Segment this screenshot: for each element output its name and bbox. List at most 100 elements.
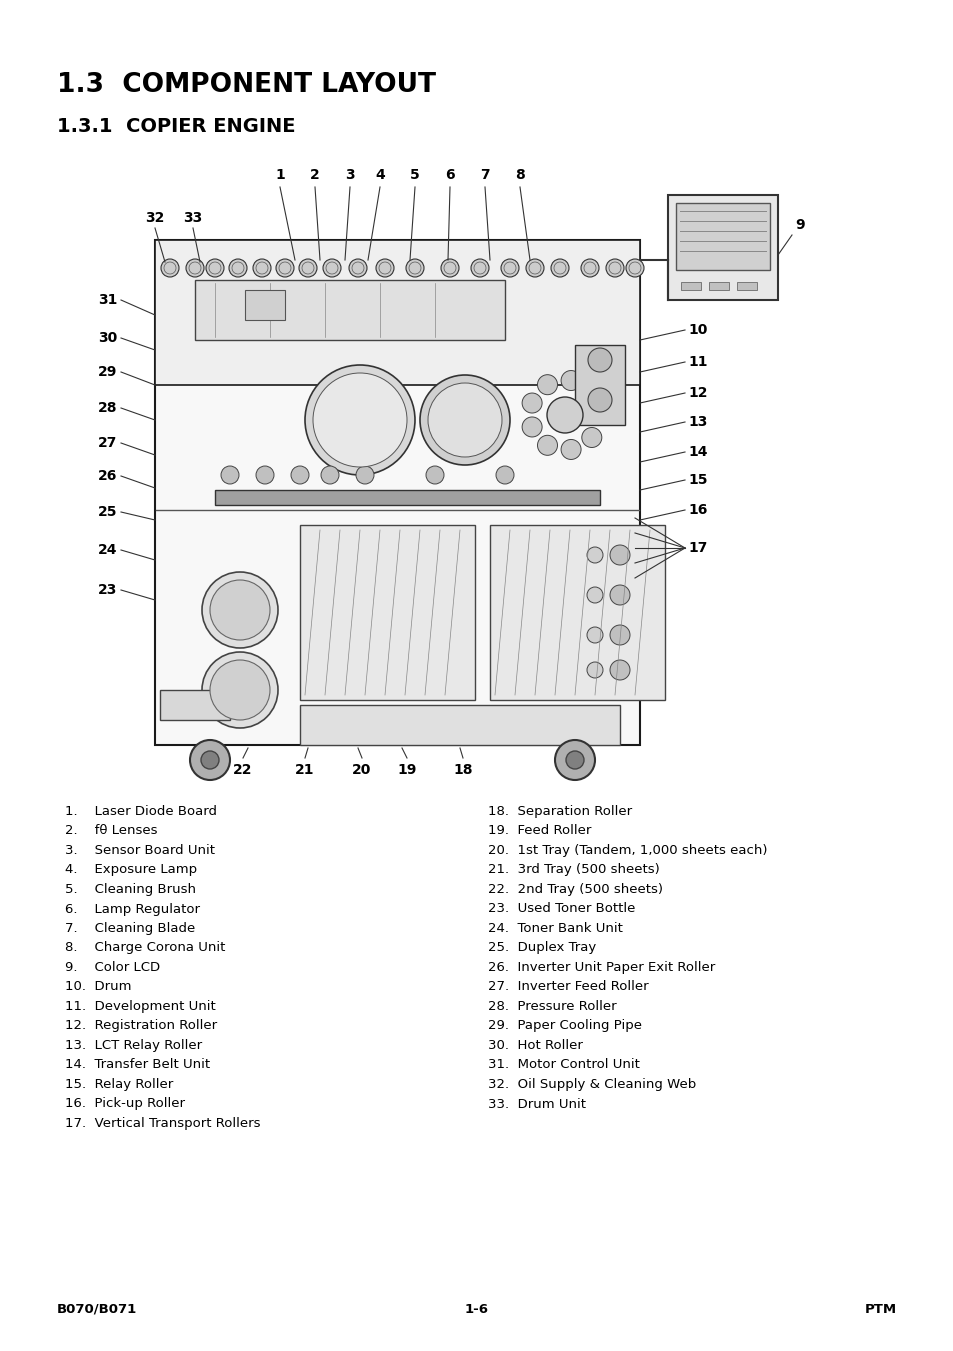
Circle shape bbox=[496, 466, 514, 484]
Circle shape bbox=[605, 259, 623, 277]
Text: 1.3.1  COPIER ENGINE: 1.3.1 COPIER ENGINE bbox=[57, 118, 295, 136]
Text: 5: 5 bbox=[410, 168, 419, 182]
Circle shape bbox=[440, 259, 458, 277]
Text: 4: 4 bbox=[375, 168, 384, 182]
Circle shape bbox=[580, 259, 598, 277]
Circle shape bbox=[586, 662, 602, 678]
Circle shape bbox=[609, 626, 629, 644]
Text: 9.    Color LCD: 9. Color LCD bbox=[65, 961, 160, 974]
Text: 13: 13 bbox=[688, 415, 707, 430]
Bar bbox=[154, 240, 639, 744]
Text: 15.  Relay Roller: 15. Relay Roller bbox=[65, 1078, 173, 1092]
Circle shape bbox=[349, 259, 367, 277]
Text: 17: 17 bbox=[688, 540, 707, 555]
Text: 8.    Charge Corona Unit: 8. Charge Corona Unit bbox=[65, 942, 225, 955]
Circle shape bbox=[500, 259, 518, 277]
Circle shape bbox=[210, 661, 270, 720]
Text: 21: 21 bbox=[294, 763, 314, 777]
Text: 7.    Cleaning Blade: 7. Cleaning Blade bbox=[65, 921, 195, 935]
Circle shape bbox=[323, 259, 340, 277]
Circle shape bbox=[525, 259, 543, 277]
Circle shape bbox=[551, 259, 568, 277]
Circle shape bbox=[560, 370, 580, 390]
Text: B070/B071: B070/B071 bbox=[57, 1302, 137, 1316]
Text: 28: 28 bbox=[98, 401, 117, 415]
Circle shape bbox=[560, 439, 580, 459]
Bar bbox=[676, 203, 769, 270]
Circle shape bbox=[221, 466, 239, 484]
Text: 26: 26 bbox=[98, 469, 117, 484]
Bar bbox=[194, 280, 504, 340]
Bar bbox=[299, 526, 475, 700]
Text: 14: 14 bbox=[687, 444, 707, 459]
Text: PTM: PTM bbox=[864, 1302, 896, 1316]
Text: 31.  Motor Control Unit: 31. Motor Control Unit bbox=[488, 1058, 639, 1071]
Circle shape bbox=[471, 259, 489, 277]
Text: 12: 12 bbox=[687, 386, 707, 400]
Circle shape bbox=[255, 466, 274, 484]
Text: 31: 31 bbox=[98, 293, 117, 307]
Text: 23.  Used Toner Bottle: 23. Used Toner Bottle bbox=[488, 902, 635, 916]
Text: 18: 18 bbox=[453, 763, 473, 777]
Text: 1: 1 bbox=[274, 168, 285, 182]
Circle shape bbox=[555, 740, 595, 780]
Bar bbox=[245, 290, 285, 320]
Circle shape bbox=[419, 376, 510, 465]
Circle shape bbox=[161, 259, 179, 277]
Circle shape bbox=[546, 397, 582, 434]
Bar bbox=[680, 282, 700, 290]
Circle shape bbox=[581, 427, 601, 447]
Text: 16: 16 bbox=[688, 503, 707, 517]
Text: 8: 8 bbox=[515, 168, 524, 182]
Circle shape bbox=[609, 585, 629, 605]
Text: 5.    Cleaning Brush: 5. Cleaning Brush bbox=[65, 884, 195, 896]
Text: 16.  Pick-up Roller: 16. Pick-up Roller bbox=[65, 1097, 185, 1111]
Text: 7: 7 bbox=[479, 168, 489, 182]
Bar bbox=[154, 240, 639, 385]
Circle shape bbox=[587, 388, 612, 412]
Text: 32.  Oil Supply & Cleaning Web: 32. Oil Supply & Cleaning Web bbox=[488, 1078, 696, 1092]
Text: 17.  Vertical Transport Rollers: 17. Vertical Transport Rollers bbox=[65, 1117, 260, 1129]
Circle shape bbox=[320, 466, 338, 484]
Text: 13.  LCT Relay Roller: 13. LCT Relay Roller bbox=[65, 1039, 202, 1052]
Bar bbox=[490, 526, 664, 700]
Text: 2.    fθ Lenses: 2. fθ Lenses bbox=[65, 824, 157, 838]
Circle shape bbox=[587, 349, 612, 372]
Circle shape bbox=[202, 653, 277, 728]
Circle shape bbox=[586, 547, 602, 563]
Circle shape bbox=[210, 580, 270, 640]
Bar bbox=[575, 345, 624, 426]
Circle shape bbox=[609, 544, 629, 565]
Text: 20: 20 bbox=[352, 763, 372, 777]
Circle shape bbox=[186, 259, 204, 277]
Text: 33: 33 bbox=[183, 211, 202, 226]
Text: 6.    Lamp Regulator: 6. Lamp Regulator bbox=[65, 902, 200, 916]
Text: 14.  Transfer Belt Unit: 14. Transfer Belt Unit bbox=[65, 1058, 210, 1071]
Circle shape bbox=[298, 259, 316, 277]
Text: 30: 30 bbox=[98, 331, 117, 345]
Bar bbox=[667, 195, 778, 300]
Text: 22.  2nd Tray (500 sheets): 22. 2nd Tray (500 sheets) bbox=[488, 884, 662, 896]
Circle shape bbox=[521, 393, 541, 413]
Text: 4.    Exposure Lamp: 4. Exposure Lamp bbox=[65, 863, 197, 877]
Bar bbox=[214, 490, 599, 505]
Circle shape bbox=[275, 259, 294, 277]
Bar bbox=[737, 282, 757, 290]
Circle shape bbox=[565, 751, 583, 769]
Circle shape bbox=[291, 466, 309, 484]
Circle shape bbox=[609, 661, 629, 680]
Text: 11.  Development Unit: 11. Development Unit bbox=[65, 1000, 215, 1013]
Text: 1-6: 1-6 bbox=[464, 1302, 489, 1316]
Circle shape bbox=[406, 259, 423, 277]
Text: 10.  Drum: 10. Drum bbox=[65, 981, 132, 993]
Circle shape bbox=[521, 417, 541, 436]
Circle shape bbox=[537, 435, 557, 455]
Text: 2: 2 bbox=[310, 168, 319, 182]
Circle shape bbox=[586, 627, 602, 643]
Text: 33.  Drum Unit: 33. Drum Unit bbox=[488, 1097, 585, 1111]
Text: 29.  Paper Cooling Pipe: 29. Paper Cooling Pipe bbox=[488, 1020, 641, 1032]
Circle shape bbox=[229, 259, 247, 277]
Text: 30.  Hot Roller: 30. Hot Roller bbox=[488, 1039, 582, 1052]
Text: 1.    Laser Diode Board: 1. Laser Diode Board bbox=[65, 805, 216, 817]
Text: 28.  Pressure Roller: 28. Pressure Roller bbox=[488, 1000, 616, 1013]
